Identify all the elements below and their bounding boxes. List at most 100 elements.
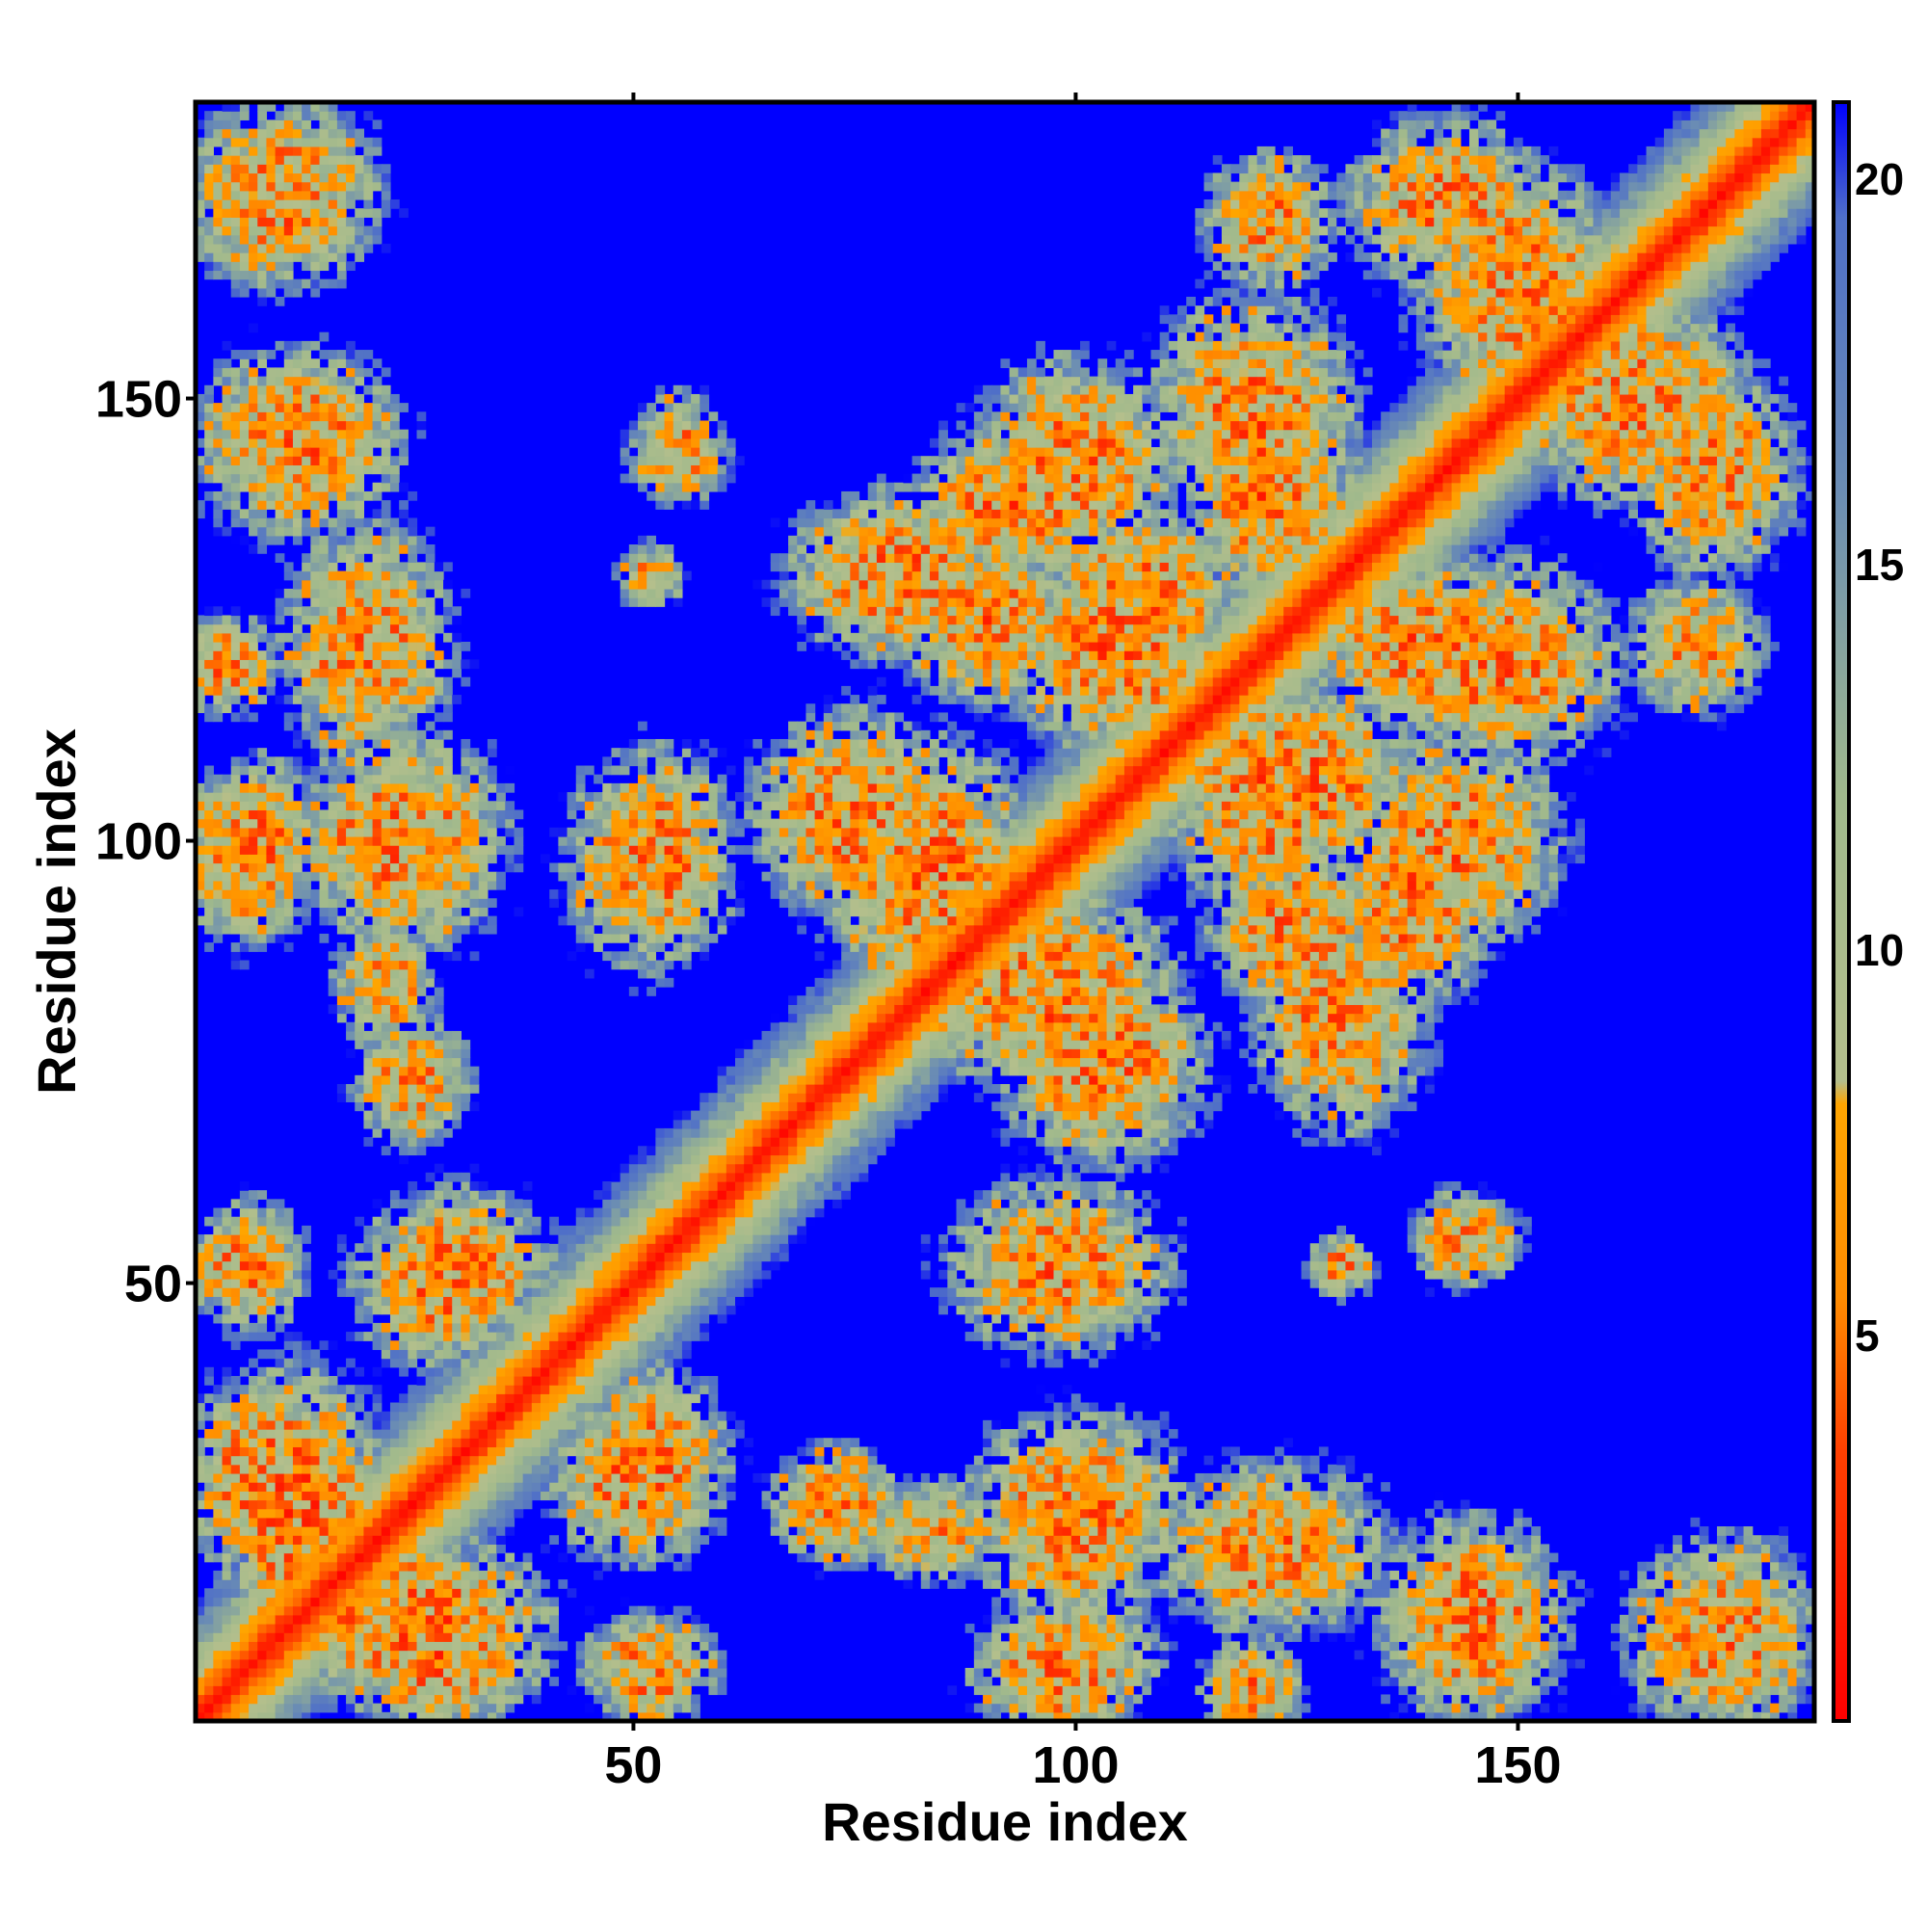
- heatmap-cell: [346, 738, 356, 749]
- heatmap-cell: [372, 1074, 383, 1085]
- heatmap-cell: [355, 1040, 365, 1049]
- heatmap-cell: [204, 1685, 214, 1696]
- heatmap-cell: [514, 845, 524, 855]
- heatmap-cell: [389, 623, 400, 634]
- heatmap-cell: [567, 1588, 577, 1599]
- heatmap-cell: [478, 1588, 488, 1599]
- heatmap-cell: [584, 907, 594, 917]
- heatmap-cell: [222, 1296, 232, 1307]
- heatmap-cell: [558, 862, 568, 873]
- heatmap-cell: [487, 1711, 497, 1722]
- heatmap-cell: [381, 1013, 391, 1023]
- heatmap-cell: [319, 376, 330, 386]
- heatmap-cell: [196, 437, 205, 448]
- heatmap-cell: [355, 403, 365, 412]
- heatmap-cell: [363, 1597, 374, 1607]
- heatmap-cell: [302, 880, 311, 890]
- heatmap-cell: [292, 1491, 303, 1501]
- heatmap-cell: [257, 748, 268, 757]
- heatmap-cell: [372, 1491, 383, 1501]
- heatmap-cell: [363, 1234, 374, 1244]
- heatmap-cell: [505, 1491, 515, 1501]
- heatmap-cell: [328, 880, 338, 890]
- heatmap-cell: [575, 818, 586, 829]
- heatmap-cell: [222, 429, 232, 439]
- heatmap-cell: [319, 261, 330, 272]
- heatmap-cell: [372, 898, 383, 909]
- heatmap-cell: [425, 1552, 436, 1563]
- heatmap-cell: [416, 1685, 427, 1696]
- heatmap-cell: [363, 995, 374, 1005]
- heatmap-cell: [292, 172, 303, 183]
- heatmap-cell: [336, 1641, 347, 1652]
- heatmap-cell: [328, 517, 338, 528]
- heatmap-cell: [522, 1225, 533, 1235]
- heatmap-cell: [478, 809, 488, 820]
- heatmap-cell: [319, 198, 330, 209]
- heatmap-cell: [230, 208, 241, 218]
- heatmap-cell: [620, 1552, 630, 1563]
- heatmap-cell: [443, 1110, 453, 1121]
- heatmap-cell: [416, 1322, 427, 1333]
- heatmap-cell: [302, 234, 311, 245]
- heatmap-cell: [196, 703, 205, 714]
- heatmap-cell: [328, 164, 338, 174]
- heatmap-cell: [541, 1446, 550, 1457]
- heatmap-cell: [399, 995, 409, 1005]
- heatmap-cell: [302, 1579, 311, 1589]
- heatmap-cell: [266, 403, 277, 412]
- heatmap-cell: [584, 1455, 594, 1466]
- heatmap-cell: [381, 1287, 391, 1297]
- heatmap-cell: [372, 809, 383, 820]
- heatmap-cell: [443, 1287, 453, 1297]
- heatmap-cell: [213, 871, 224, 882]
- heatmap-cell: [319, 155, 330, 165]
- heatmap-cell: [355, 1101, 365, 1112]
- heatmap-cell: [425, 1252, 436, 1262]
- heatmap-cell: [434, 1084, 444, 1094]
- heatmap-cell: [328, 632, 338, 643]
- heatmap-cell: [283, 1375, 294, 1386]
- heatmap-cell: [196, 792, 205, 802]
- heatmap-cell: [505, 1358, 515, 1368]
- heatmap-cell: [336, 915, 347, 926]
- heatmap-cell: [283, 774, 294, 784]
- heatmap-cell: [478, 1402, 488, 1413]
- heatmap-cell: [204, 623, 214, 634]
- heatmap-cell: [434, 1455, 444, 1466]
- heatmap-cell: [594, 1472, 603, 1483]
- heatmap-cell: [328, 1677, 338, 1686]
- heatmap-cell: [372, 1234, 383, 1244]
- heatmap-cell: [443, 1535, 453, 1545]
- heatmap-cell: [249, 659, 258, 670]
- heatmap-cell: [257, 818, 268, 829]
- heatmap-cell: [346, 721, 356, 731]
- heatmap-cell: [602, 1375, 613, 1386]
- heatmap-cell: [602, 1199, 613, 1209]
- heatmap-cell: [434, 1004, 444, 1015]
- heatmap-cell: [549, 1535, 559, 1545]
- heatmap-cell: [389, 676, 400, 687]
- heatmap-cell: [230, 1305, 241, 1315]
- heatmap-cell: [602, 1624, 613, 1633]
- heatmap-cell: [230, 393, 241, 404]
- heatmap-cell: [584, 1552, 594, 1563]
- heatmap-cell: [487, 1332, 497, 1341]
- heatmap-cell: [292, 208, 303, 218]
- heatmap-cell: [275, 1499, 285, 1510]
- heatmap-cell: [196, 1544, 205, 1554]
- heatmap-cell: [310, 155, 321, 165]
- heatmap-cell: [372, 1322, 383, 1333]
- heatmap-cell: [469, 951, 480, 962]
- heatmap-cell: [594, 854, 603, 864]
- heatmap-cell: [425, 1614, 436, 1625]
- heatmap-cell: [292, 1366, 303, 1377]
- heatmap-cell: [408, 765, 418, 776]
- heatmap-cell: [336, 447, 347, 457]
- heatmap-cell: [372, 880, 383, 890]
- heatmap-cell: [505, 1322, 515, 1333]
- heatmap-cell: [602, 1667, 613, 1678]
- heatmap-cell: [363, 1570, 374, 1580]
- heatmap-cell: [611, 1252, 621, 1262]
- heatmap-cell: [363, 871, 374, 882]
